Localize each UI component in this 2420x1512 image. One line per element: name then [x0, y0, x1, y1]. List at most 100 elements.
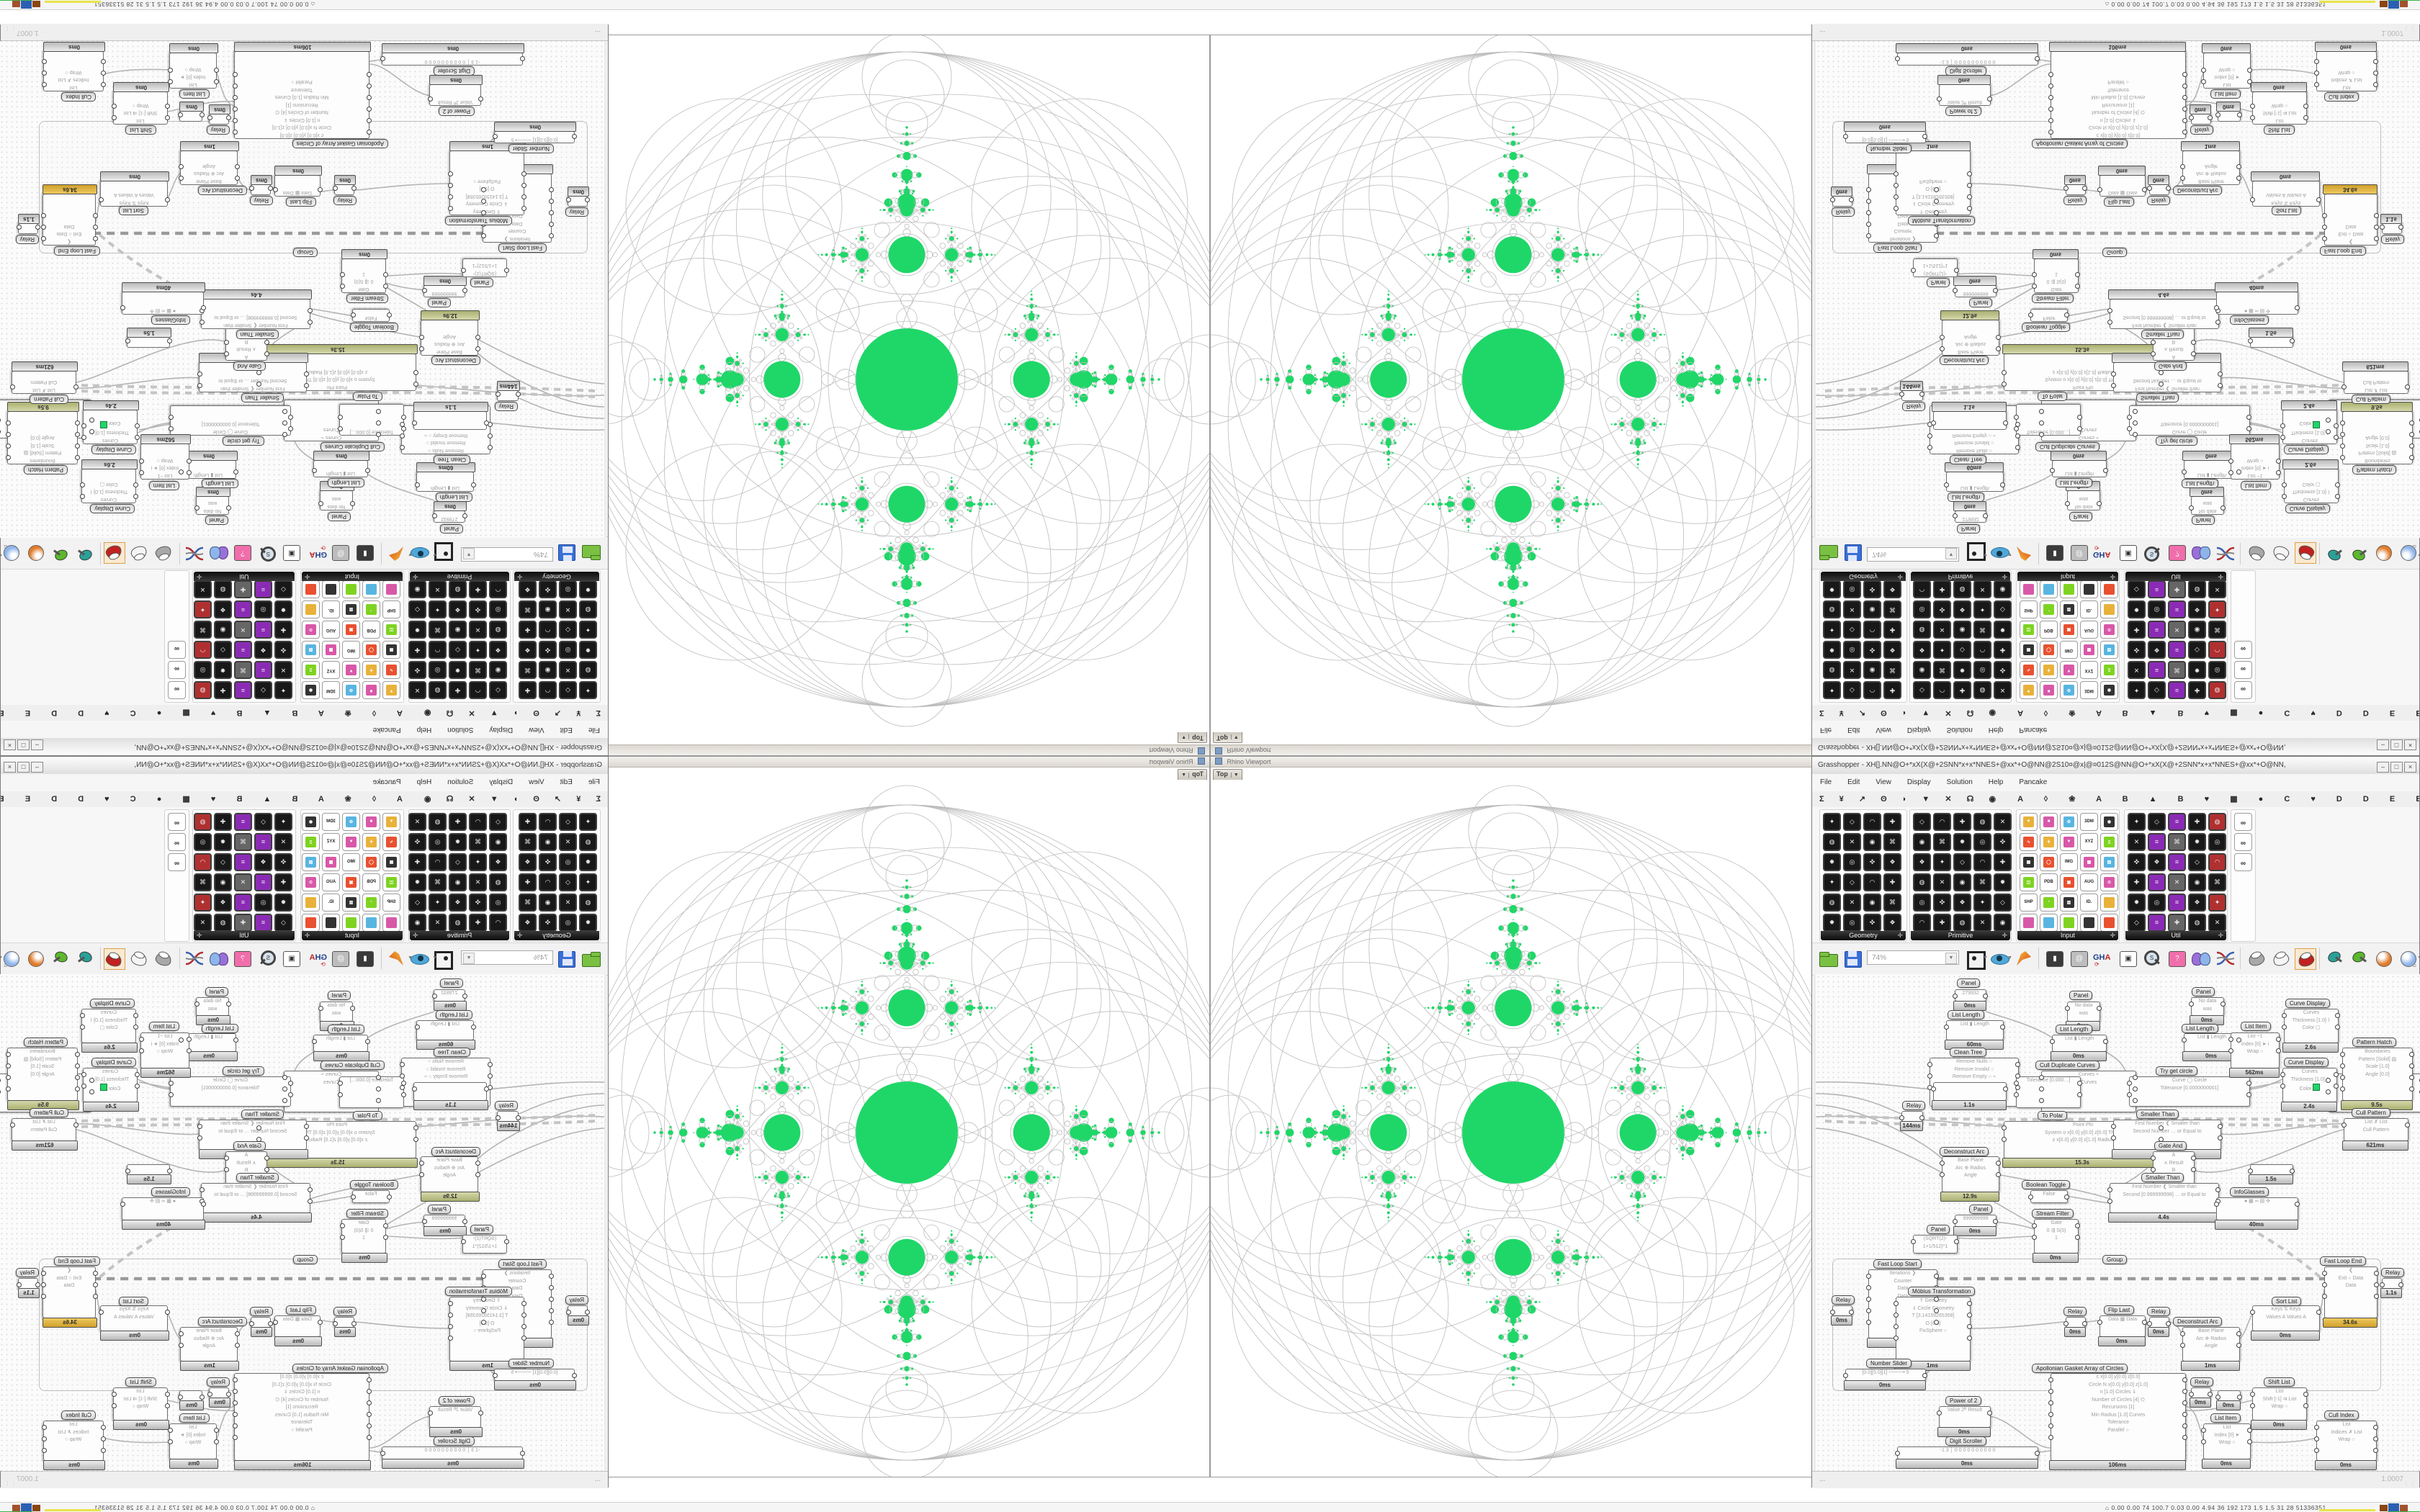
- node-list-item[interactable]: List Index [0] ➤ Wrap ○: [169, 53, 217, 89]
- node-port[interactable]: [89, 1078, 94, 1083]
- component-icon[interactable]: ✹: [1994, 621, 2012, 639]
- component-icon[interactable]: ✕: [2168, 873, 2186, 891]
- node-cull-pattern[interactable]: List ✗ List Cull Pattern: [2344, 371, 2408, 394]
- component-icon[interactable]: SHP: [2020, 600, 2038, 618]
- node-port[interactable]: [2015, 1074, 2020, 1079]
- node-port[interactable]: [2180, 164, 2185, 169]
- node-port[interactable]: [2218, 372, 2223, 377]
- node-tag-panel[interactable]: Panel: [470, 278, 493, 287]
- node-port[interactable]: [2180, 1343, 2185, 1348]
- component-icon[interactable]: ◠: [1913, 914, 1931, 932]
- node-tag-shift-list[interactable]: Shift List: [125, 125, 156, 135]
- node-port[interactable]: [201, 1202, 206, 1207]
- node-tag-to-polar[interactable]: To Polar: [352, 1111, 382, 1120]
- palette-label-primitive[interactable]: Primitive ✛: [1911, 572, 2010, 581]
- node-port[interactable]: [2340, 1075, 2345, 1080]
- node-tag-number-slider[interactable]: Number Slider: [508, 1359, 554, 1368]
- component-icon[interactable]: ≡: [2168, 600, 2186, 618]
- palette-label-util[interactable]: Util ✛: [194, 572, 295, 581]
- node-port[interactable]: [135, 423, 140, 428]
- component-icon[interactable]: ◇: [449, 853, 467, 871]
- node-port[interactable]: [235, 176, 240, 181]
- node-port[interactable]: [2191, 1167, 2196, 1172]
- component-icon[interactable]: ✹: [274, 600, 292, 618]
- node-tag-apollonian-gasket-array-of-circles[interactable]: Apollonian Gasket Array of Circles: [2032, 139, 2128, 148]
- component-icon[interactable]: ▦: [2020, 641, 2038, 659]
- node-port[interactable]: [2064, 1194, 2069, 1200]
- node-port[interactable]: [2246, 1081, 2251, 1086]
- node-port[interactable]: [2075, 1235, 2080, 1240]
- component-icon[interactable]: ✜: [1933, 894, 1951, 912]
- node-port[interactable]: [1954, 268, 1959, 273]
- component-icon[interactable]: ◎: [559, 580, 577, 598]
- node-fast-loop-end[interactable]: ❮ Exit ○ Data Data: [2324, 1266, 2378, 1318]
- node-port[interactable]: [380, 1451, 385, 1456]
- component-icon[interactable]: ✛: [362, 833, 380, 851]
- viewport-projection-button[interactable]: Top▼: [1213, 769, 1242, 780]
- node-tag-relay[interactable]: Relay: [206, 1377, 230, 1387]
- node-port[interactable]: [2111, 1124, 2116, 1129]
- component-icon[interactable]: ▣: [2060, 621, 2078, 639]
- node-port[interactable]: [41, 1294, 46, 1299]
- node-tag-relay[interactable]: Relay: [2147, 196, 2171, 205]
- node-tag-list-length[interactable]: List Length: [2056, 478, 2093, 487]
- node-port[interactable]: [2409, 420, 2414, 426]
- component-icon[interactable]: ◠: [469, 813, 487, 831]
- node-tag-apollonian-gasket-array-of-circles[interactable]: Apollonian Gasket Array of Circles: [292, 1364, 388, 1373]
- component-icon[interactable]: PDB: [362, 621, 380, 639]
- node-port[interactable]: [2405, 1122, 2410, 1128]
- node-port[interactable]: [2107, 1187, 2112, 1192]
- toolbar-xwires-icon[interactable]: [2215, 948, 2236, 968]
- node-port[interactable]: [80, 1013, 85, 1018]
- node-port[interactable]: [17, 1282, 22, 1287]
- node-port[interactable]: [516, 1115, 521, 1120]
- component-icon[interactable]: ◇: [559, 873, 577, 891]
- node-tag-cull-index[interactable]: Cull Index: [61, 1410, 96, 1420]
- component-icon[interactable]: ◇: [2128, 914, 2146, 932]
- component-icon[interactable]: ◠: [194, 641, 212, 659]
- node-pattern-hatch[interactable]: Boundaries Pattern [Solid] ▨ Scale [1.0] An…: [2342, 411, 2413, 464]
- node-port[interactable]: [351, 186, 357, 191]
- node-digit-scroller[interactable]: -1 3 │ 0 0 0 0 0 0 0 0 0 0: [382, 53, 523, 66]
- component-icon[interactable]: ✜: [2128, 853, 2146, 871]
- node-port[interactable]: [432, 513, 437, 518]
- component-icon[interactable]: [2100, 600, 2118, 618]
- node-tag-cull-pattern[interactable]: Cull Pattern: [2352, 1108, 2390, 1117]
- component-icon[interactable]: ❖: [214, 894, 232, 912]
- node-port[interactable]: [288, 1092, 293, 1097]
- node-digit-scroller[interactable]: -1 3 │ 0 0 0 0 0 0 0 0 0 0: [1897, 1446, 2038, 1459]
- node-port[interactable]: [422, 1219, 427, 1224]
- component-icon[interactable]: ∞: [168, 661, 186, 679]
- component-icon[interactable]: ∞: [2234, 641, 2252, 659]
- node-port[interactable]: [1953, 513, 1958, 518]
- node-port[interactable]: [2166, 186, 2171, 191]
- node-port[interactable]: [400, 1062, 405, 1067]
- component-icon[interactable]: ❖: [1883, 641, 1901, 659]
- component-icon[interactable]: ✹: [1823, 641, 1841, 659]
- zoom-combo[interactable]: 74% ▼: [1867, 950, 1959, 965]
- node-digit-scroller[interactable]: -1 3 │ 0 0 0 0 0 0 0 0 0 0: [382, 1446, 523, 1459]
- node-port[interactable]: [101, 71, 106, 76]
- component-icon[interactable]: ✹: [2188, 833, 2206, 851]
- node-panel[interactable]: No data was: [2067, 1002, 2100, 1022]
- component-icon[interactable]: [342, 914, 360, 932]
- node-port[interactable]: [376, 432, 381, 437]
- component-icon[interactable]: ID.: [2080, 894, 2098, 912]
- component-icon[interactable]: ⌘: [469, 833, 487, 851]
- component-icon[interactable]: ∞: [2234, 681, 2252, 699]
- node-port[interactable]: [1911, 268, 1916, 273]
- component-icon[interactable]: ❖: [519, 914, 537, 932]
- node-node[interactable]: [127, 337, 170, 348]
- node-port[interactable]: [268, 186, 273, 191]
- component-icon[interactable]: ✹: [2128, 600, 2146, 618]
- component-icon[interactable]: ◍: [194, 681, 212, 699]
- node-tag-gate-and[interactable]: Gate And: [233, 361, 266, 371]
- node-port[interactable]: [448, 1324, 453, 1329]
- node-port[interactable]: [2048, 118, 2053, 123]
- node-port[interactable]: [2250, 1310, 2255, 1315]
- node-tag-m-bius-transformation[interactable]: Möbius Transformation: [1908, 1287, 1976, 1296]
- node-tag-apollonian-gasket-array-of-circles[interactable]: Apollonian Gasket Array of Circles: [2032, 1364, 2128, 1373]
- node-port[interactable]: [521, 1301, 526, 1306]
- node-port[interactable]: [178, 112, 183, 117]
- component-icon[interactable]: [342, 580, 360, 598]
